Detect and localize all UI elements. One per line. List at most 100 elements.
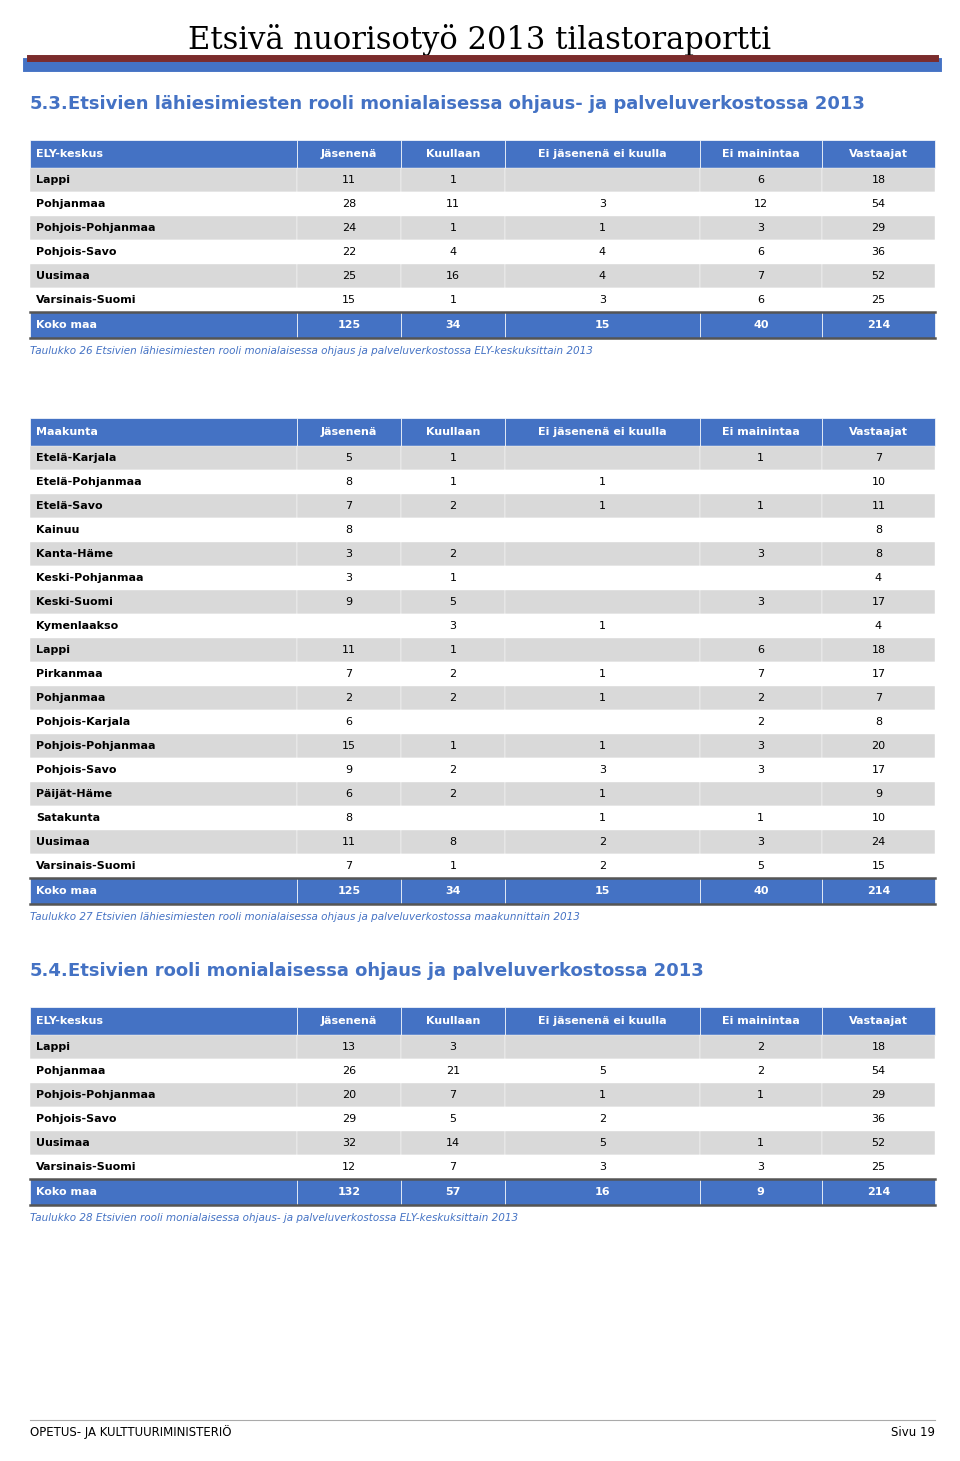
Bar	[822, 687, 935, 710]
Bar	[822, 313, 935, 337]
Text: 1: 1	[599, 669, 606, 679]
Text: 25: 25	[872, 1161, 885, 1172]
Text: 5: 5	[757, 861, 764, 871]
Bar	[822, 542, 935, 565]
Text: 2: 2	[599, 837, 606, 847]
Text: 36: 36	[872, 1113, 885, 1124]
Bar	[505, 264, 700, 288]
Text: 1: 1	[599, 741, 606, 751]
Text: 3: 3	[449, 1042, 457, 1052]
Text: Päijät-Häme: Päijät-Häme	[36, 789, 112, 799]
Bar	[505, 830, 700, 855]
Text: Ei mainintaa: Ei mainintaa	[722, 149, 800, 159]
Text: 6: 6	[757, 175, 764, 186]
Bar	[822, 638, 935, 662]
Text: 25: 25	[342, 270, 356, 281]
Bar	[401, 855, 505, 878]
Bar	[30, 216, 297, 240]
Text: Lappi: Lappi	[36, 1042, 70, 1052]
Bar	[505, 140, 700, 168]
Text: Jäsenenä: Jäsenenä	[321, 427, 377, 437]
Bar	[700, 542, 822, 565]
Bar	[700, 1131, 822, 1156]
Bar	[822, 782, 935, 806]
Text: Ei mainintaa: Ei mainintaa	[722, 427, 800, 437]
Bar	[700, 168, 822, 191]
Text: Vastaajat: Vastaajat	[849, 149, 908, 159]
Bar	[700, 806, 822, 830]
Text: Ei jäsenenä ei kuulla: Ei jäsenenä ei kuulla	[539, 149, 667, 159]
Text: Ei mainintaa: Ei mainintaa	[722, 1015, 800, 1026]
Bar	[505, 1034, 700, 1059]
Bar	[401, 1179, 505, 1205]
Bar	[297, 264, 401, 288]
Text: 32: 32	[342, 1138, 356, 1148]
Text: 3: 3	[346, 549, 352, 560]
Text: 7: 7	[757, 270, 764, 281]
Bar	[700, 687, 822, 710]
Text: Kuullaan: Kuullaan	[426, 149, 480, 159]
Text: 2: 2	[346, 693, 352, 703]
Text: Koko maa: Koko maa	[36, 885, 97, 896]
Bar	[505, 240, 700, 264]
Bar	[700, 1107, 822, 1131]
Text: Lappi: Lappi	[36, 644, 70, 655]
Text: 29: 29	[872, 224, 885, 232]
Text: 4: 4	[875, 621, 882, 631]
Text: 36: 36	[872, 247, 885, 257]
Text: 214: 214	[867, 320, 890, 330]
Bar	[401, 1083, 505, 1107]
Bar	[822, 830, 935, 855]
Text: 2: 2	[599, 1113, 606, 1124]
Text: Vastaajat: Vastaajat	[849, 427, 908, 437]
Text: 2: 2	[449, 669, 457, 679]
Bar	[401, 264, 505, 288]
Bar	[297, 168, 401, 191]
Bar	[297, 313, 401, 337]
Bar	[401, 418, 505, 446]
Bar	[822, 1156, 935, 1179]
Bar	[297, 140, 401, 168]
Text: 1: 1	[449, 175, 457, 186]
Text: Varsinais-Suomi: Varsinais-Suomi	[36, 861, 136, 871]
Text: 21: 21	[446, 1067, 460, 1075]
Text: Uusimaa: Uusimaa	[36, 837, 89, 847]
Text: 8: 8	[875, 524, 882, 535]
Bar	[505, 855, 700, 878]
Bar	[297, 542, 401, 565]
Bar	[822, 758, 935, 782]
Text: 3: 3	[599, 1161, 606, 1172]
Text: 2: 2	[449, 549, 457, 560]
Bar	[30, 565, 297, 590]
Bar	[822, 733, 935, 758]
Text: 7: 7	[346, 669, 352, 679]
Bar	[822, 614, 935, 638]
Text: 20: 20	[342, 1090, 356, 1100]
Bar	[297, 1156, 401, 1179]
Bar	[297, 710, 401, 733]
Text: Maakunta: Maakunta	[36, 427, 98, 437]
Bar	[30, 494, 297, 519]
Text: 3: 3	[757, 549, 764, 560]
Text: Koko maa: Koko maa	[36, 1186, 97, 1197]
Bar	[30, 264, 297, 288]
Bar	[401, 1131, 505, 1156]
Bar	[822, 806, 935, 830]
Text: 214: 214	[867, 885, 890, 896]
Bar	[401, 191, 505, 216]
Text: Etsivä nuorisotyö 2013 tilastoraportti: Etsivä nuorisotyö 2013 tilastoraportti	[188, 23, 772, 56]
Text: 3: 3	[599, 295, 606, 305]
Text: 52: 52	[872, 1138, 885, 1148]
Bar	[401, 470, 505, 494]
Bar	[700, 565, 822, 590]
Bar	[505, 418, 700, 446]
Bar	[30, 662, 297, 687]
Bar	[297, 470, 401, 494]
Bar	[30, 710, 297, 733]
Text: 13: 13	[342, 1042, 356, 1052]
Bar	[297, 565, 401, 590]
Text: 29: 29	[872, 1090, 885, 1100]
Bar	[297, 1107, 401, 1131]
Text: 17: 17	[872, 669, 885, 679]
Bar	[297, 216, 401, 240]
